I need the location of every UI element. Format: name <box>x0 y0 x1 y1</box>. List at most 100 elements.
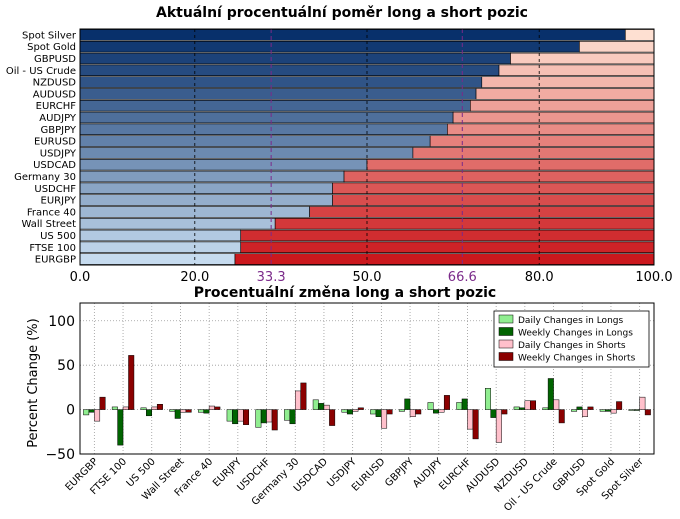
short-bar <box>481 76 655 88</box>
short-bar <box>470 100 655 112</box>
change-bar <box>530 400 537 410</box>
threshold-label: 66.6 <box>448 270 477 285</box>
change-bar <box>329 409 336 426</box>
change-bar <box>370 409 377 415</box>
short-bar <box>475 88 655 100</box>
short-bar <box>510 52 655 65</box>
short-bar <box>447 123 655 136</box>
change-bar <box>266 409 273 423</box>
long-bar <box>79 123 448 136</box>
change-bar <box>467 409 474 430</box>
category-label: EURCHF <box>36 101 77 112</box>
category-label: Oil - US Crude <box>6 66 76 77</box>
ratio-chart-title: Aktuální procentuální poměr long a short… <box>156 5 528 21</box>
category-label: AUDUSD <box>33 89 77 100</box>
category-label: France 40 <box>27 207 76 218</box>
threshold-label: 33.3 <box>257 270 286 285</box>
change-bar <box>375 409 382 417</box>
change-chart-frame <box>79 302 655 455</box>
change-bar <box>357 407 364 410</box>
ratio-chart-frame <box>79 28 655 266</box>
change-bar <box>295 390 301 410</box>
change-bar <box>122 406 129 410</box>
change-bar <box>128 355 135 410</box>
x-tick-label: 50.0 <box>353 270 382 285</box>
change-bar <box>243 409 250 425</box>
change-bar <box>524 400 531 410</box>
change-bar <box>484 388 491 410</box>
legend-label: Daily Changes in Longs <box>518 316 623 326</box>
change-bar <box>519 407 526 410</box>
y-tick-label: −50 <box>45 447 75 463</box>
change-bar <box>146 409 152 417</box>
change-bar <box>284 409 291 421</box>
legend-swatch <box>498 352 514 361</box>
long-bar <box>79 229 242 242</box>
short-bar <box>579 40 655 53</box>
long-bar <box>79 253 236 265</box>
category-label: Wall Street <box>22 219 77 230</box>
change-bar <box>156 404 163 410</box>
change-chart-y-ticks: −50 0 50 100 <box>45 314 75 463</box>
long-bar <box>79 100 471 112</box>
short-bar <box>624 29 655 41</box>
change-bar <box>208 405 215 410</box>
change-bar <box>547 378 554 410</box>
change-bar <box>558 409 565 424</box>
change-bar <box>99 396 106 410</box>
long-bar <box>79 64 500 77</box>
ratio-chart-bars <box>79 29 655 265</box>
change-bar <box>111 406 118 410</box>
change-bar <box>232 409 239 425</box>
change-bar <box>495 409 502 443</box>
change-bar <box>633 409 640 411</box>
category-label: GBPJPY <box>40 125 76 136</box>
legend-label: Daily Changes in Shorts <box>518 341 626 351</box>
long-bar <box>79 40 580 53</box>
short-bar <box>429 135 655 147</box>
category-label: EURGBP <box>35 255 76 266</box>
x-tick-label: 20.0 <box>180 270 209 285</box>
change-chart-y-axis-label: Percent Change (%) <box>26 318 41 447</box>
change-bar <box>443 395 450 410</box>
change-bar <box>576 406 583 410</box>
short-bar <box>412 147 655 159</box>
legend-label: Weekly Changes in Shorts <box>518 354 636 364</box>
change-bar <box>409 409 416 417</box>
category-label: USDCAD <box>33 160 76 171</box>
y-tick-label: 100 <box>48 314 75 330</box>
legend-label: Weekly Changes in Longs <box>518 329 633 339</box>
change-chart-grid <box>80 303 654 454</box>
change-bar <box>461 398 468 410</box>
change-bar <box>151 406 158 410</box>
change-bar <box>83 409 90 416</box>
category-label: Spot Gold <box>27 42 76 53</box>
change-chart-legend: Daily Changes in Longs Weekly Changes in … <box>493 310 650 368</box>
change-bar <box>94 409 101 422</box>
category-label: US 500 <box>40 231 76 242</box>
category-label: EURJPY <box>41 196 77 207</box>
legend-box <box>493 310 650 368</box>
long-bar <box>79 182 333 194</box>
change-bar <box>490 409 497 418</box>
change-bar <box>197 409 204 413</box>
change-bar <box>140 407 147 410</box>
long-bar <box>79 76 483 88</box>
change-bar <box>381 409 388 429</box>
change-chart-bars <box>83 355 651 446</box>
long-bar <box>79 170 345 183</box>
change-bar <box>639 396 646 410</box>
long-bar <box>79 218 276 230</box>
short-bar <box>309 206 655 218</box>
change-bar <box>433 409 439 414</box>
long-bar <box>79 159 368 171</box>
change-bar <box>513 406 520 410</box>
short-bar <box>234 253 655 265</box>
change-chart-title: Procentuální změna long a short pozic <box>194 285 496 301</box>
change-bar <box>88 409 95 413</box>
ratio-chart-x-ticks: 0.0 20.0 50.0 80.0 100.0 33.3 66.6 <box>70 270 673 285</box>
category-label: FTSE 100 <box>29 243 76 254</box>
